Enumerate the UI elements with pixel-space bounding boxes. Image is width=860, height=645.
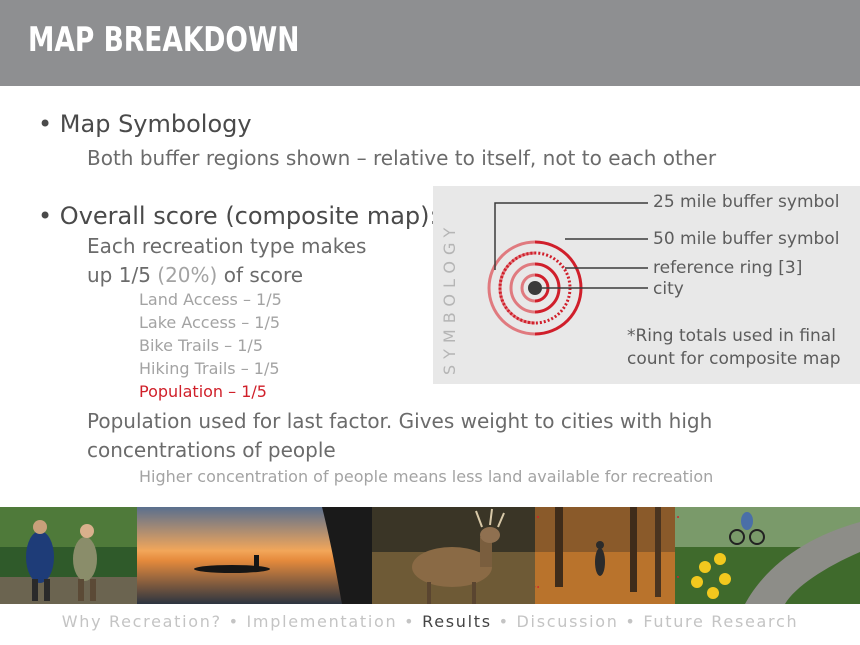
legend-buffer25: 25 mile buffer symbol xyxy=(653,192,840,212)
footer-item-discussion[interactable]: Discussion xyxy=(516,612,619,631)
cyclist-photo xyxy=(675,507,860,604)
buffer25-ring-inner xyxy=(509,262,536,314)
autumn-trail-photo xyxy=(535,507,675,604)
footer-separator: • xyxy=(498,612,510,631)
leader-lines xyxy=(494,202,648,289)
bullet-symbology: • Map Symbology xyxy=(38,110,252,138)
buffer25-ring-outer xyxy=(487,240,536,336)
symbology-detail: Both buffer regions shown – relative to … xyxy=(87,146,717,170)
symbology-heading: Map Symbology xyxy=(59,110,252,138)
legend-city: city xyxy=(653,279,684,299)
footer-separator: • xyxy=(625,612,637,631)
factor-bike-trails: Bike Trails – 1/5 xyxy=(139,336,263,355)
deer-photo xyxy=(372,507,535,604)
bullet-dot: • xyxy=(38,110,60,138)
kayak-sunset-photo xyxy=(137,507,372,604)
factor-hiking-trails: Hiking Trails – 1/5 xyxy=(139,359,280,378)
footer-separator: • xyxy=(404,612,416,631)
footer-item-why-recreation[interactable]: Why Recreation? xyxy=(61,612,222,631)
symbology-note: *Ring totals used in final count for com… xyxy=(627,325,841,371)
symbology-panel xyxy=(433,186,860,384)
legend-reference: reference ring [3] xyxy=(653,258,803,278)
factor-population: Population – 1/5 xyxy=(139,382,267,401)
footer-item-implementation[interactable]: Implementation xyxy=(246,612,398,631)
footer-item-future-research[interactable]: Future Research xyxy=(643,612,799,631)
factor-lake-access: Lake Access – 1/5 xyxy=(139,313,281,332)
symbology-diagram xyxy=(487,202,648,336)
buffer25-ring-core xyxy=(520,273,536,303)
score-heading: Overall score (composite map): xyxy=(59,202,438,230)
hikers-photo xyxy=(0,507,137,604)
score-line-2: up 1/5 (20%) of score xyxy=(87,263,303,287)
score-percent: (20%) xyxy=(157,263,218,287)
footer-nav: Why Recreation? • Implementation • Resul… xyxy=(0,612,860,631)
score-line-1: Each recreation type makes xyxy=(87,234,367,258)
footer-separator: • xyxy=(228,612,240,631)
bullet-dot: • xyxy=(38,202,60,230)
score-fraction: up 1/5 xyxy=(87,263,151,287)
city-dot xyxy=(528,281,542,295)
score-suffix: of score xyxy=(223,263,304,287)
symbology-note-line-2: count for composite map xyxy=(627,349,841,369)
page-title: MAP BREAKDOWN xyxy=(28,20,300,60)
symbology-note-line-1: *Ring totals used in final xyxy=(627,326,836,346)
factor-land-access: Land Access – 1/5 xyxy=(139,290,282,309)
legend-buffer50: 50 mile buffer symbol xyxy=(653,229,840,249)
title-bar: MAP BREAKDOWN xyxy=(0,0,860,86)
leader-buffer25 xyxy=(494,202,648,270)
footer-item-results[interactable]: Results xyxy=(422,612,492,631)
population-detail: Higher concentration of people means les… xyxy=(139,467,714,486)
population-line-2: concentrations of people xyxy=(87,438,336,462)
bullet-score: • Overall score (composite map): xyxy=(38,202,438,230)
population-line-1: Population used for last factor. Gives w… xyxy=(87,409,713,433)
